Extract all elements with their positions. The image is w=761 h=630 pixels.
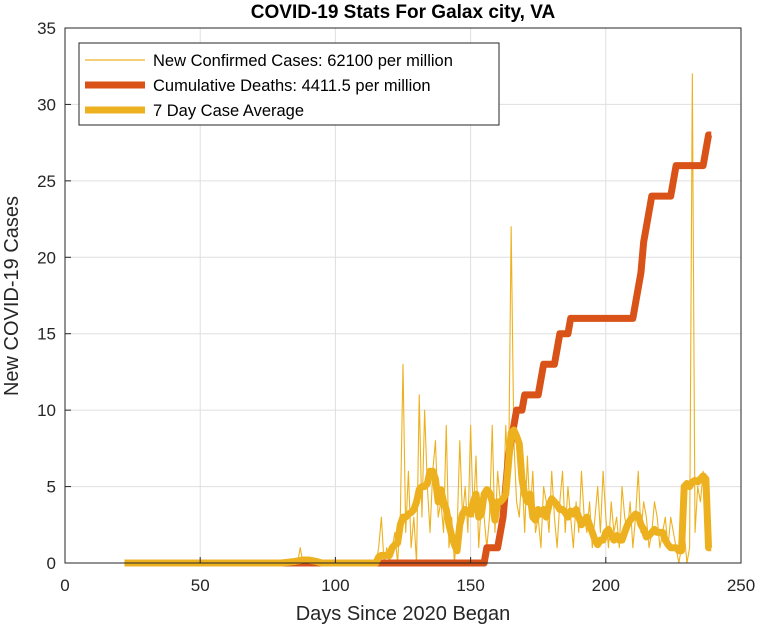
series-layer bbox=[124, 73, 713, 567]
y-tick-label: 30 bbox=[37, 95, 56, 114]
plot-frame bbox=[64, 27, 742, 564]
legend-label-new-cases: New Confirmed Cases: 62100 per million bbox=[153, 52, 453, 70]
y-tick-label: 35 bbox=[37, 19, 56, 38]
legend: New Confirmed Cases: 62100 per million C… bbox=[78, 42, 500, 126]
x-tick-label: 250 bbox=[727, 576, 755, 595]
y-axis-label: New COVID-19 Cases bbox=[1, 196, 23, 396]
y-tick-label: 0 bbox=[47, 554, 56, 573]
x-tick-label: 150 bbox=[456, 576, 484, 595]
x-tick-label: 0 bbox=[60, 576, 69, 595]
x-tick-label: 100 bbox=[321, 576, 349, 595]
y-tick-label: 5 bbox=[47, 478, 56, 497]
y-tick-label: 10 bbox=[37, 401, 56, 420]
y-tick-label: 25 bbox=[37, 172, 56, 191]
series-new-cases bbox=[124, 73, 712, 564]
legend-label-average: 7 Day Case Average bbox=[153, 102, 304, 120]
legend-box bbox=[78, 42, 500, 126]
y-tick-label: 15 bbox=[37, 325, 56, 344]
series-cumulative-deaths bbox=[124, 131, 713, 567]
x-axis-label: Days Since 2020 Began bbox=[296, 603, 511, 625]
series-7-day-average bbox=[124, 426, 713, 567]
x-tick-label: 200 bbox=[592, 576, 620, 595]
ticks: 0 50 100 150 200 250 0 5 10 15 20 25 30 35 bbox=[37, 19, 755, 595]
chart-title: COVID-19 Stats For Galax city, VA bbox=[251, 2, 556, 23]
x-tick-label: 50 bbox=[191, 576, 210, 595]
y-tick-label: 20 bbox=[37, 248, 56, 267]
legend-label-deaths: Cumulative Deaths: 4411.5 per million bbox=[153, 77, 431, 95]
